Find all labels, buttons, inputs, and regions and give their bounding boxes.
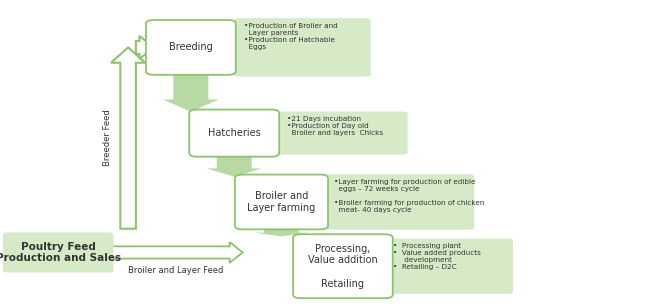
Text: Breeding: Breeding xyxy=(169,43,213,52)
FancyBboxPatch shape xyxy=(383,239,513,294)
Polygon shape xyxy=(206,153,262,177)
Polygon shape xyxy=(111,47,145,229)
FancyBboxPatch shape xyxy=(293,234,393,298)
Polygon shape xyxy=(197,122,208,145)
Text: Breeder Feed: Breeder Feed xyxy=(103,110,112,166)
Text: Broiler and
Layer farming: Broiler and Layer farming xyxy=(247,191,316,213)
Text: Broiler and Layer Feed: Broiler and Layer Feed xyxy=(128,266,223,275)
FancyBboxPatch shape xyxy=(235,174,328,230)
Polygon shape xyxy=(108,243,243,262)
Polygon shape xyxy=(163,71,219,112)
Text: Processing,
Value addition

Retailing: Processing, Value addition Retailing xyxy=(308,244,378,289)
Polygon shape xyxy=(254,226,309,236)
Polygon shape xyxy=(136,38,154,57)
FancyBboxPatch shape xyxy=(3,233,114,272)
FancyBboxPatch shape xyxy=(234,18,371,77)
Text: Hatcheries: Hatcheries xyxy=(208,128,261,138)
Text: •Layer farming for production of edible
  eggs – 72 weeks cycle

•Broiler farmin: •Layer farming for production of edible … xyxy=(334,179,485,213)
Text: •21 Days incubation
•Production of Day old
  Broiler and layers  Chicks: •21 Days incubation •Production of Day o… xyxy=(287,117,384,136)
Text: •  Processing plant
•  Value added products
     development
•  Retailing – D2C: • Processing plant • Value added product… xyxy=(393,244,481,271)
FancyBboxPatch shape xyxy=(325,174,474,230)
Text: •Production of Broiler and
  Layer parents
•Production of Hatchable
  Eggs: •Production of Broiler and Layer parents… xyxy=(244,23,338,50)
Polygon shape xyxy=(136,36,154,59)
FancyBboxPatch shape xyxy=(278,112,408,155)
Text: Poultry Feed
Production and Sales: Poultry Feed Production and Sales xyxy=(0,242,121,263)
Polygon shape xyxy=(108,242,243,263)
Polygon shape xyxy=(243,190,252,214)
FancyBboxPatch shape xyxy=(146,20,236,75)
FancyBboxPatch shape xyxy=(189,110,280,157)
Polygon shape xyxy=(299,255,301,278)
